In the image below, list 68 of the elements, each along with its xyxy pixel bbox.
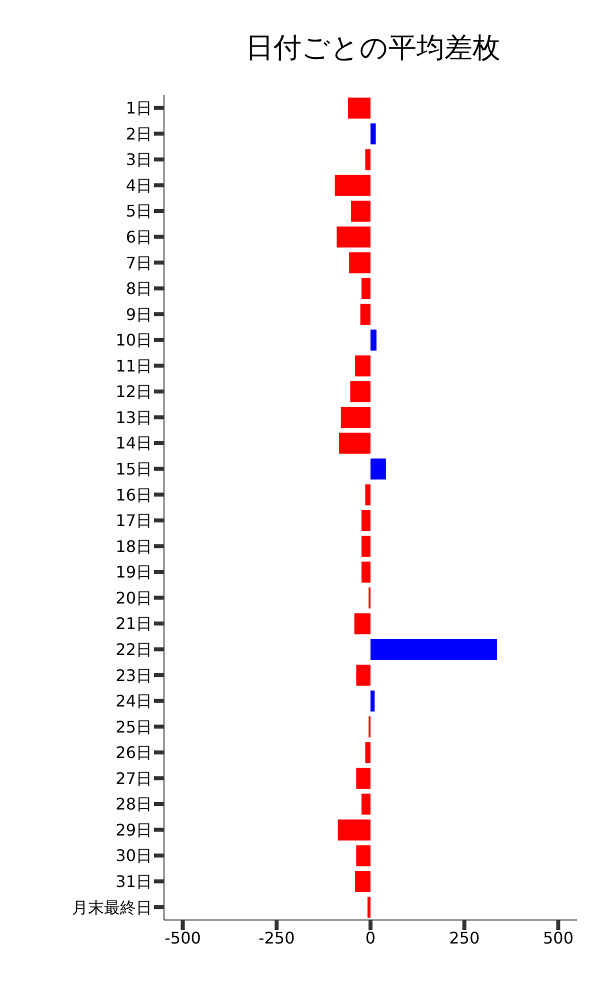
- y-tick-label: 27日: [116, 768, 152, 788]
- bar: [365, 484, 370, 506]
- y-tick-label: 30日: [116, 846, 152, 866]
- x-tick-label: -250: [258, 928, 295, 948]
- y-tick-label: 6日: [126, 227, 152, 246]
- bar: [360, 304, 370, 325]
- y-tick-label: 15日: [116, 460, 152, 479]
- chart-title: 日付ごとの平均差枚: [244, 30, 502, 66]
- y-tick-label: 18日: [116, 536, 152, 556]
- bar: [356, 664, 370, 686]
- bar: [338, 432, 370, 454]
- bar: [356, 768, 370, 789]
- bar: [336, 226, 370, 248]
- bar: [367, 896, 370, 918]
- bar: [370, 690, 375, 712]
- x-tick-label: 500: [542, 928, 574, 948]
- y-tick-label: 26日: [116, 743, 152, 762]
- bar: [350, 381, 370, 402]
- x-tick-label: 250: [449, 928, 480, 948]
- y-tick-label: 24日: [116, 692, 152, 711]
- bar: [370, 123, 376, 144]
- bar: [370, 330, 377, 351]
- y-tick-label: 25日: [116, 717, 152, 736]
- y-tick-label: 11日: [116, 356, 152, 376]
- y-tick-label: 4日: [126, 176, 152, 195]
- bar: [348, 98, 370, 119]
- bar: [365, 742, 370, 764]
- y-tick-label: 2日: [126, 124, 152, 144]
- bar: [355, 871, 370, 892]
- y-tick-label: 9日: [126, 304, 152, 324]
- y-tick-label: 10日: [116, 330, 152, 350]
- y-tick-label: 13日: [116, 408, 152, 427]
- x-tick-label: 0: [365, 928, 376, 948]
- bar: [361, 794, 370, 815]
- bar: [354, 613, 370, 634]
- y-tick-label: 19日: [116, 562, 152, 582]
- y-tick-label: 22日: [116, 640, 152, 659]
- bar: [361, 536, 370, 557]
- bar: [355, 355, 370, 376]
- bar: [334, 174, 370, 196]
- y-tick-label: 23日: [116, 666, 152, 685]
- y-tick-label: 月末最終日: [72, 898, 152, 917]
- y-tick-label: 17日: [116, 511, 152, 530]
- bar: [361, 562, 370, 583]
- bar: [356, 845, 370, 866]
- y-tick-label: 28日: [116, 794, 152, 814]
- bar: [370, 458, 386, 480]
- y-tick-label: 7日: [126, 253, 152, 272]
- bar: [340, 406, 370, 428]
- y-tick-label: 31日: [116, 872, 152, 892]
- bar: [338, 819, 370, 840]
- y-tick-label: 1日: [126, 98, 152, 118]
- y-tick-label: 8日: [126, 279, 152, 298]
- y-tick-label: 14日: [116, 434, 152, 453]
- y-tick-label: 12日: [116, 382, 152, 402]
- bar: [349, 252, 370, 274]
- y-tick-label: 20日: [116, 588, 152, 608]
- bar: [350, 200, 370, 222]
- bar: [365, 149, 370, 170]
- y-tick-label: 29日: [116, 820, 152, 840]
- y-tick-label: 3日: [126, 150, 152, 170]
- bar: [361, 510, 370, 532]
- y-tick-label: 5日: [126, 202, 152, 221]
- bar: [370, 638, 498, 660]
- bar: [361, 278, 370, 300]
- y-tick-label: 21日: [116, 614, 152, 634]
- x-tick-label: -500: [164, 928, 201, 948]
- y-tick-label: 16日: [116, 485, 152, 504]
